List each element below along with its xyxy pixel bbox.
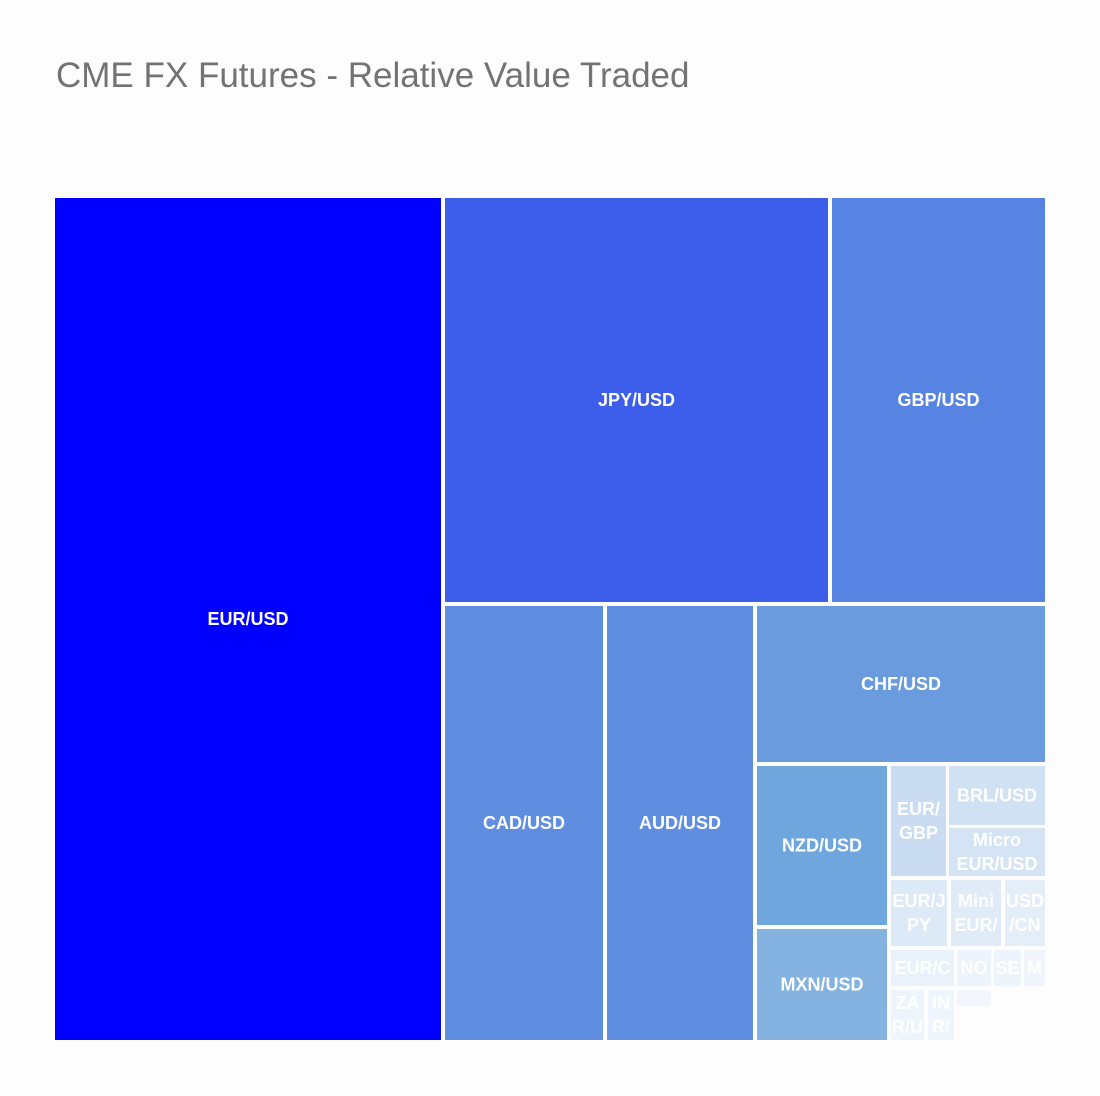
treemap-tile-eur-usd[interactable]: EUR/USD [55, 198, 441, 1040]
treemap-rect[interactable] [949, 828, 1045, 876]
tile-label: IN [932, 993, 950, 1013]
tile-label: SE [995, 958, 1019, 978]
treemap-tile-zar-usd[interactable]: ZA R/U [891, 990, 924, 1040]
treemap-rect[interactable] [757, 929, 887, 1040]
treemap-tile-eur-jpy[interactable]: EUR/J PY [891, 880, 947, 946]
treemap-tile-mxn-usd[interactable]: MXN/USD [757, 929, 887, 1040]
treemap-tile-usd-cnh[interactable]: USD/CN [1005, 880, 1045, 946]
treemap-rect[interactable] [1024, 950, 1045, 986]
tile-label: CHF/USD [861, 674, 941, 694]
tile-label: NO [961, 958, 988, 978]
treemap-rect[interactable] [607, 606, 753, 1040]
tile-label: Mini [958, 891, 994, 911]
treemap-tile-nok[interactable]: NO [957, 950, 991, 986]
tile-label: EUR/J [892, 891, 945, 911]
tile-label: AUD/USD [639, 813, 721, 833]
treemap-tile-eur-gbp[interactable]: EUR/GBP [891, 766, 946, 876]
tile-label: USD [1006, 891, 1044, 911]
treemap-rect[interactable] [949, 766, 1045, 825]
tile-label: MXN/USD [780, 975, 863, 995]
treemap-rect[interactable] [891, 950, 954, 986]
treemap-rect[interactable] [445, 198, 828, 602]
treemap-rect[interactable] [957, 990, 991, 1006]
treemap-tile-sek[interactable]: SE [994, 950, 1021, 986]
treemap-rect[interactable] [957, 950, 991, 986]
treemap-tile-gbp-usd[interactable]: GBP/USD [832, 198, 1045, 602]
tile-label: NZD/USD [782, 836, 862, 856]
treemap-tile-small-contract[interactable] [957, 990, 991, 1006]
treemap-tile-m[interactable]: M [1024, 950, 1045, 986]
treemap-tile-eur-chf[interactable]: EUR/C [891, 950, 954, 986]
treemap-tile-chf-usd[interactable]: CHF/USD [757, 606, 1045, 762]
treemap-rect[interactable] [891, 766, 946, 876]
treemap-rect[interactable] [55, 198, 441, 1040]
tile-label: GBP [899, 823, 938, 843]
treemap-tile-cad-usd[interactable]: CAD/USD [445, 606, 603, 1040]
tile-label: /CN [1010, 915, 1041, 935]
tile-label: Micro [973, 830, 1021, 850]
tile-label: R/U [892, 1017, 923, 1037]
treemap-rect[interactable] [757, 766, 887, 925]
treemap-tile-brl-usd[interactable]: BRL/USD [949, 766, 1045, 825]
tile-label: EUR/USD [956, 854, 1037, 874]
tile-label: EUR/ [897, 799, 940, 819]
treemap-rect[interactable] [994, 950, 1021, 986]
tile-label: ZA [896, 993, 920, 1013]
treemap-rect[interactable] [891, 990, 924, 1040]
tile-label: CAD/USD [483, 813, 565, 833]
tile-label: EUR/USD [207, 609, 288, 629]
treemap-tile-nzd-usd[interactable]: NZD/USD [757, 766, 887, 925]
treemap-tile-jpy-usd[interactable]: JPY/USD [445, 198, 828, 602]
treemap-tile-inr-usd[interactable]: IN R/ [928, 990, 954, 1040]
treemap-tile-mini-eur-usd[interactable]: Mini EUR/ [951, 880, 1001, 946]
tile-label: GBP/USD [897, 390, 979, 410]
treemap-tile-aud-usd[interactable]: AUD/USD [607, 606, 753, 1040]
tile-label: BRL/USD [957, 786, 1037, 806]
treemap-rect[interactable] [445, 606, 603, 1040]
treemap-tiles: EUR/USD JPY/USD GBP/USD CAD/USD AUD/USD CHF/U… [55, 198, 1045, 1040]
chart-title: CME FX Futures - Relative Value Traded [56, 56, 690, 95]
tile-label: JPY/USD [598, 390, 675, 410]
tile-label: M [1027, 958, 1042, 978]
tile-label: EUR/C [894, 958, 950, 978]
treemap-rect[interactable] [1005, 880, 1045, 946]
tile-label: R/ [932, 1017, 950, 1037]
tile-label: EUR/ [954, 915, 997, 935]
treemap-rect[interactable] [757, 606, 1045, 762]
treemap-rect[interactable] [832, 198, 1045, 602]
treemap-rect[interactable] [891, 880, 947, 946]
tile-label: PY [907, 915, 931, 935]
treemap-rect[interactable] [951, 880, 1001, 946]
treemap-tile-micro-eur-usd[interactable]: Micro EUR/USD [949, 828, 1045, 876]
treemap-rect[interactable] [928, 990, 954, 1040]
